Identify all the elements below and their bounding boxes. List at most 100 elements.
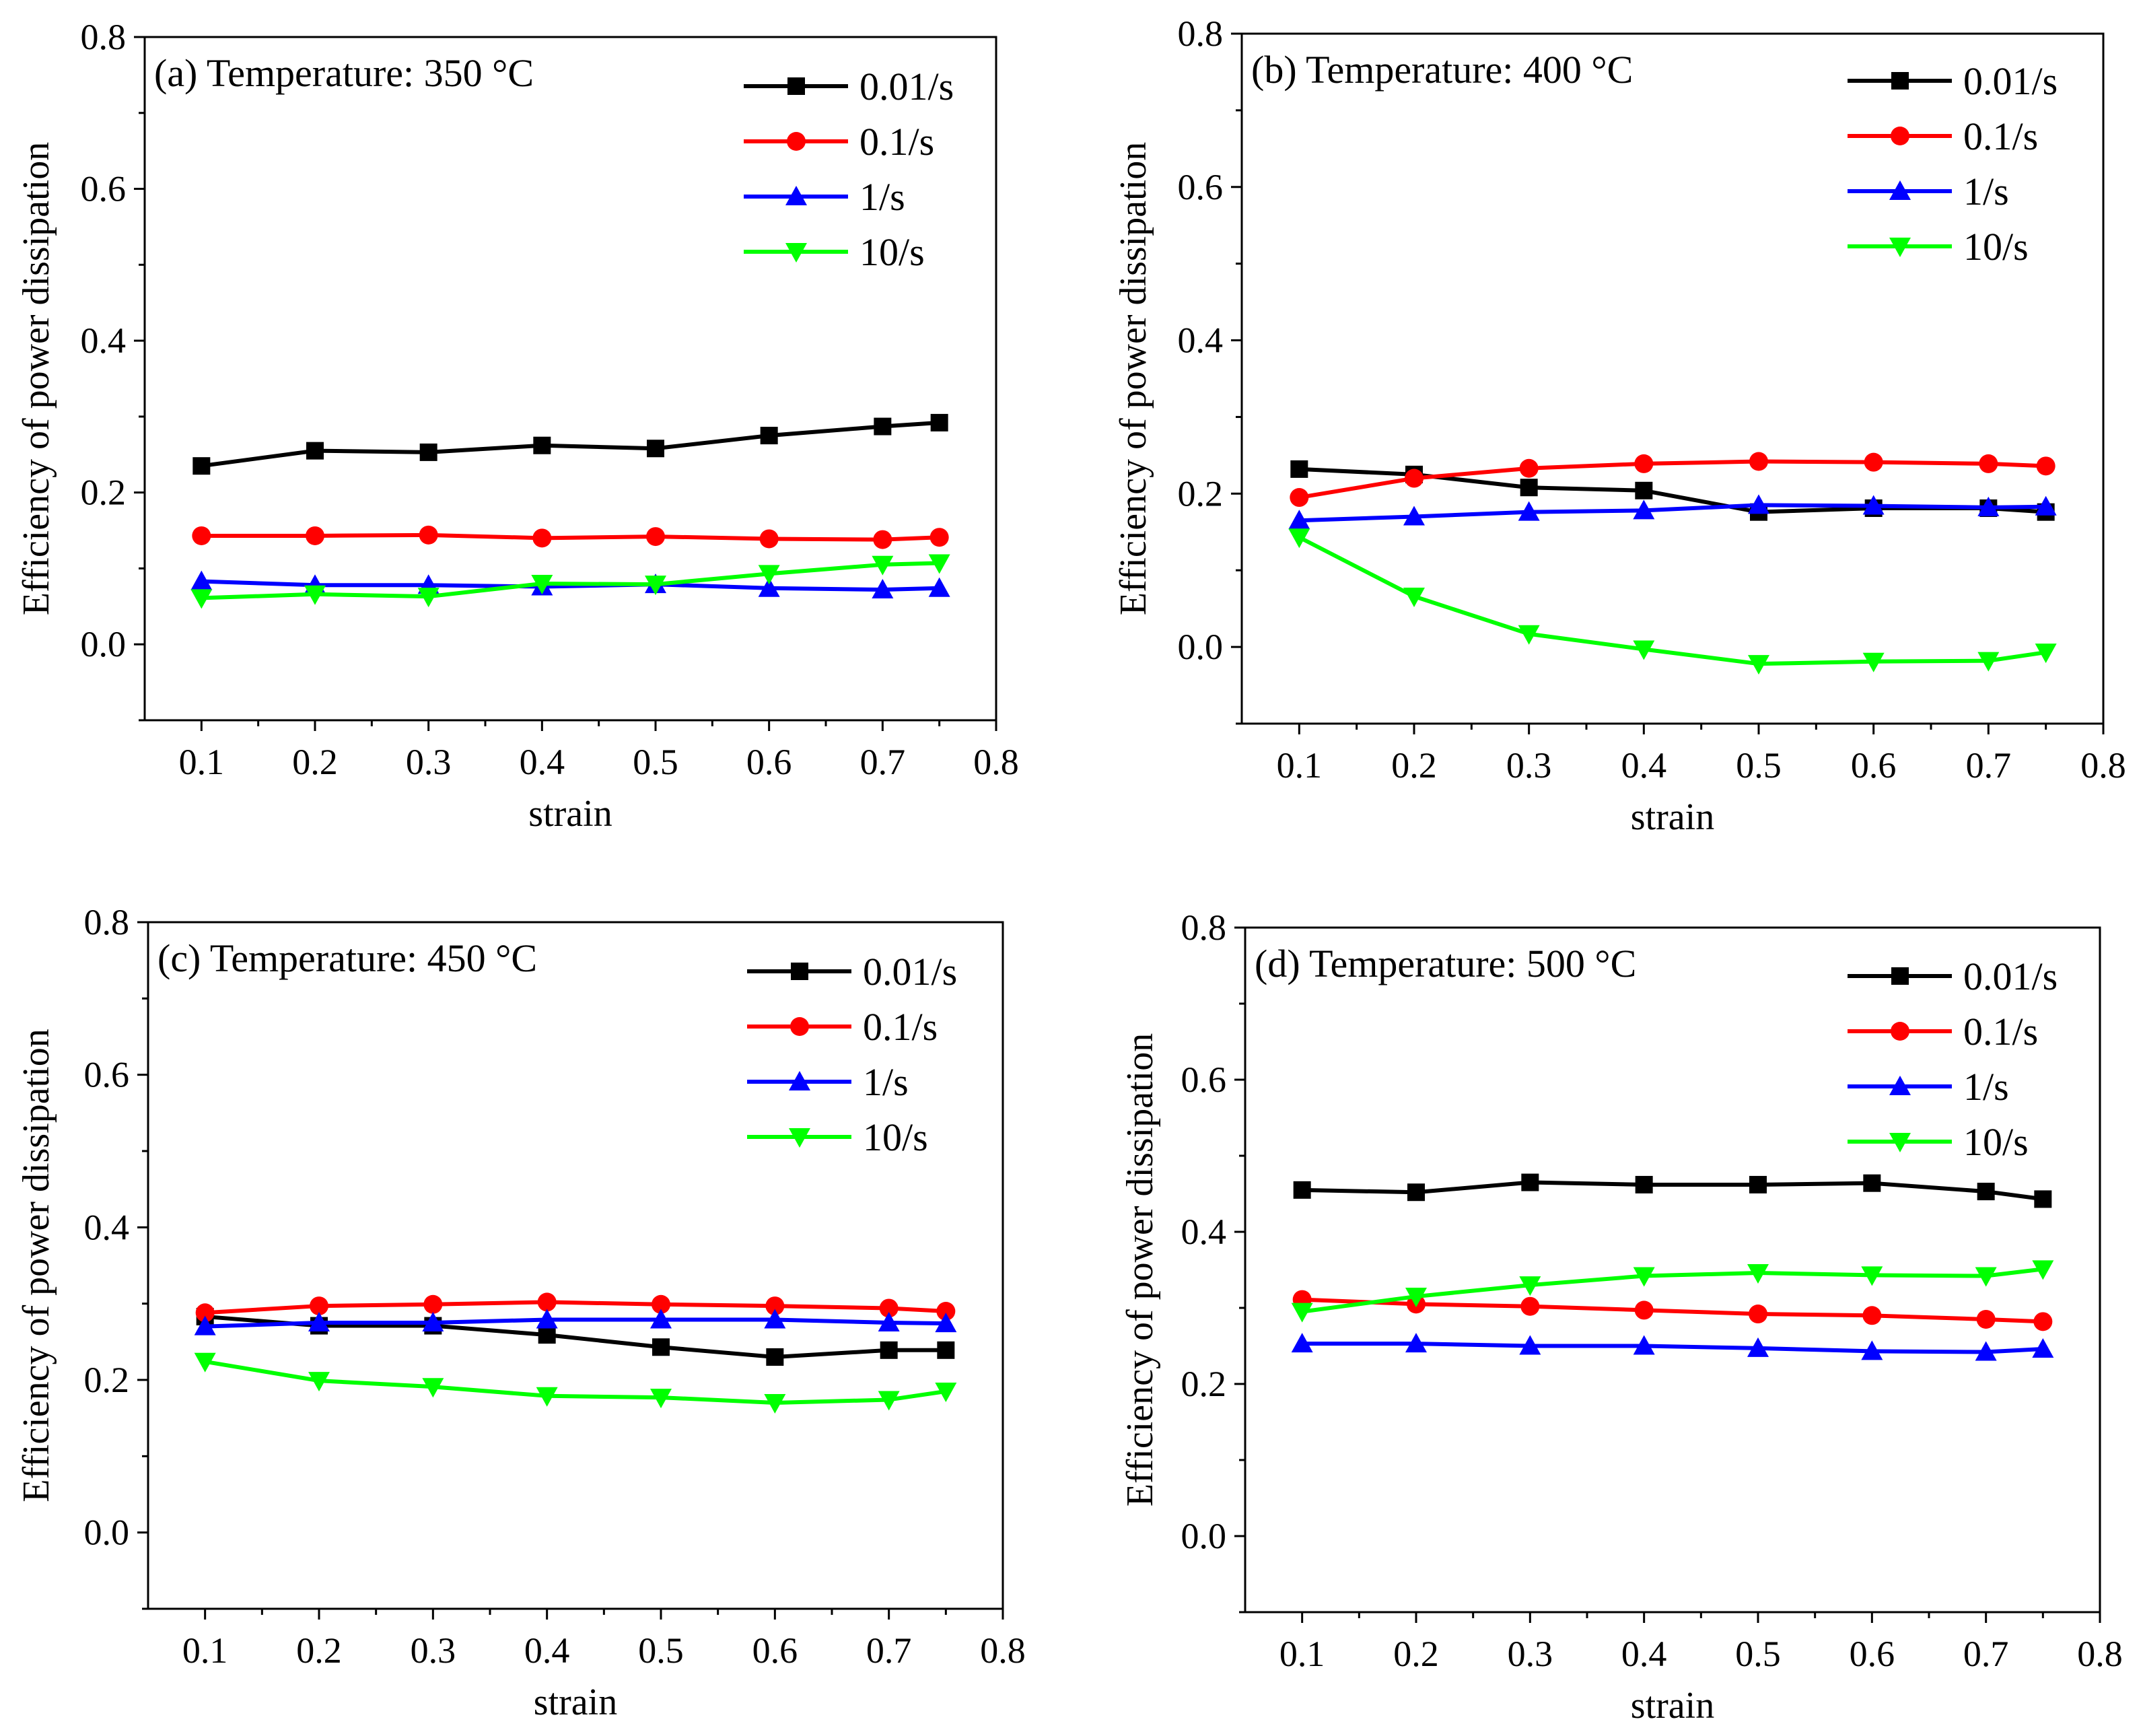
data-point [1861, 1266, 1883, 1286]
legend-label: 1/s [859, 175, 905, 219]
legend-marker [785, 243, 807, 263]
data-point [2034, 1190, 2052, 1208]
series-line [201, 561, 940, 600]
legend-label: 0.1/s [1963, 114, 2038, 158]
data-point [1749, 452, 1768, 471]
legend-marker [1889, 180, 1911, 200]
data-point [1862, 495, 1885, 515]
data-point [304, 585, 326, 605]
data-point [1519, 458, 1539, 478]
legend-entry: 1/s [1848, 1065, 2009, 1109]
data-point [873, 530, 892, 549]
y-tick-label: 0.6 [1178, 167, 1224, 207]
data-point [652, 1294, 670, 1314]
series-10/s [190, 554, 950, 609]
legend-entry: 0.1/s [747, 1005, 938, 1049]
data-point [1520, 479, 1538, 497]
y-tick-label: 0.8 [84, 902, 130, 942]
series-line [1302, 1180, 2043, 1202]
data-point [936, 1302, 956, 1321]
series-line [205, 1317, 946, 1329]
data-point [2032, 1260, 2054, 1280]
legend-label: 0.1/s [863, 1005, 938, 1049]
legend-entry: 0.1/s [744, 120, 934, 164]
legend-marker [1891, 72, 1909, 90]
y-axis-title: Efficiency of power dissipation [15, 142, 57, 615]
data-point [422, 1312, 444, 1331]
data-point [928, 577, 950, 597]
x-tick-label: 0.6 [746, 742, 792, 782]
legend-marker [785, 186, 807, 205]
data-point [308, 1372, 330, 1392]
x-axis-title: strain [528, 793, 612, 835]
x-tick-label: 0.2 [292, 742, 338, 782]
panel-title: (c) Temperature: 450 °C [157, 936, 537, 980]
data-point [419, 525, 438, 545]
panel-title: (d) Temperature: 500 °C [1255, 942, 1636, 985]
y-tick-label: 0.4 [81, 320, 127, 361]
data-point [1519, 1276, 1541, 1296]
legend-entry: 0.01/s [744, 65, 954, 108]
chart-panel-d: 0.1 0.2 0.3 0.4 0.5 0.6 0.7 0.8 0.0 0.2 0.4 0.6 0.8 s… [1119, 907, 2123, 1727]
panel-title: (a) Temperature: 350 °C [154, 51, 534, 95]
legend-label: 1/s [863, 1060, 909, 1104]
data-point [937, 1341, 955, 1359]
y-axis-title: Efficiency of power dissipation [1119, 1033, 1161, 1506]
series-0.1/s [1290, 452, 2056, 508]
data-point [1633, 1267, 1655, 1287]
data-point [417, 588, 440, 608]
data-point [1749, 1175, 1767, 1193]
x-tick-label: 0.2 [1391, 745, 1437, 786]
series-0.01/s [1290, 460, 2055, 521]
data-point [645, 576, 666, 596]
x-tick-label: 0.7 [866, 1630, 912, 1671]
data-point [1977, 496, 2000, 516]
data-point [1520, 1296, 1540, 1316]
series-line [1302, 1297, 2043, 1324]
y-tick-label: 0.4 [84, 1207, 130, 1247]
x-tick-label: 0.8 [2080, 745, 2126, 786]
y-tick-label: 0.4 [1181, 1212, 1227, 1252]
data-point [1290, 460, 1308, 478]
x-tick-label: 0.4 [524, 1630, 570, 1671]
y-tick-label: 0.4 [1178, 320, 1224, 361]
legend-marker [1889, 238, 1911, 257]
data-point [1633, 1335, 1655, 1355]
data-point [192, 457, 211, 475]
data-point [1749, 1305, 1767, 1324]
data-point [306, 442, 324, 460]
x-tick-label: 0.6 [752, 1630, 798, 1671]
data-point [537, 1292, 557, 1312]
data-point [759, 529, 779, 549]
data-point [1407, 1183, 1425, 1202]
y-axis-title: Efficiency of power dissipation [1113, 142, 1154, 615]
data-point [538, 1326, 556, 1344]
legend-entry: 10/s [747, 1115, 928, 1159]
x-tick-label: 0.6 [1850, 1634, 1895, 1674]
legend-label: 10/s [1963, 225, 2029, 269]
data-point [2035, 644, 2057, 664]
data-point [194, 1352, 216, 1373]
legend-marker [1891, 127, 1909, 145]
series-0.1/s [195, 1292, 956, 1323]
y-tick-label: 0.0 [1178, 627, 1224, 667]
data-point [419, 443, 437, 461]
series-0.1/s [192, 525, 949, 549]
data-point [190, 570, 213, 590]
plot-frame [147, 921, 1004, 1610]
data-point [652, 1338, 670, 1356]
x-tick-label: 0.3 [411, 1630, 456, 1671]
legend-entry: 0.1/s [1848, 1010, 2038, 1053]
data-point [1975, 1267, 1997, 1287]
series-1/s [1291, 1333, 2054, 1361]
legend-label: 0.1/s [1963, 1010, 2038, 1053]
x-tick-label: 0.4 [520, 742, 565, 782]
legend-entry: 0.01/s [747, 950, 957, 994]
data-point [1979, 454, 1998, 473]
series-10/s [194, 1352, 957, 1414]
x-tick-label: 0.3 [1508, 1634, 1553, 1674]
series-line [1302, 1342, 2043, 1354]
legend-entry: 0.01/s [1848, 59, 2058, 103]
data-point [764, 1394, 786, 1414]
legend-marker [1889, 1133, 1911, 1152]
